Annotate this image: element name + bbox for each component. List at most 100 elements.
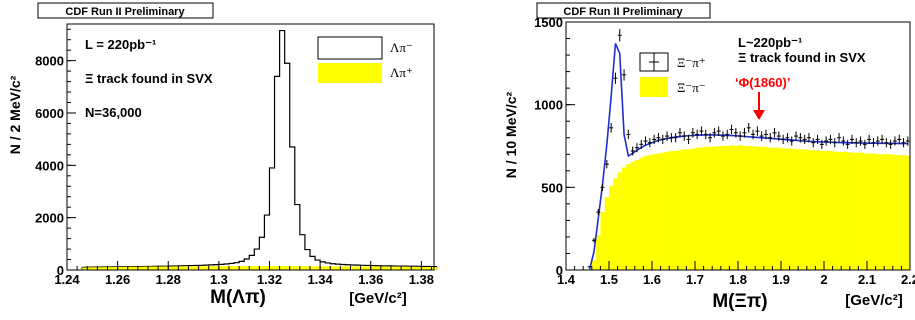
right-bar-Ξ⁻π⁻-20 xyxy=(673,150,679,270)
left-bar-Λπ⁺-4 xyxy=(102,267,108,270)
right-bar-Ξ⁻π⁻-65 xyxy=(867,153,872,270)
right-data-point-44 xyxy=(776,131,781,141)
right-data-point-11 xyxy=(634,143,639,153)
left-bar-Λπ⁺-62 xyxy=(396,266,402,270)
right-data-point-36 xyxy=(742,128,747,138)
left-bar-Λπ⁺-27 xyxy=(218,266,225,270)
right-bar-Ξ⁻π⁻-12 xyxy=(639,157,644,270)
right-data-point-64 xyxy=(862,139,867,149)
left-bar-Λπ⁺-14 xyxy=(153,266,159,270)
right-bar-Ξ⁻π⁻-5 xyxy=(609,185,614,270)
left-bar-Λπ⁺-5 xyxy=(107,267,113,270)
right-data-point-56 xyxy=(828,134,833,145)
right-y-tick-label: 1500 xyxy=(534,15,563,30)
right-bar-Ξ⁻π⁻-46 xyxy=(785,148,790,270)
right-data-point-68 xyxy=(880,134,885,145)
left-bar-Λπ⁺-36 xyxy=(264,266,270,270)
left-bar-Λπ⁺-48 xyxy=(325,266,331,270)
left-bar-Λπ⁺-65 xyxy=(411,266,417,270)
right-data-point-13 xyxy=(643,136,648,146)
left-bar-Λπ⁺-2 xyxy=(92,267,98,270)
left-bar-Λπ⁺-38 xyxy=(274,266,280,270)
right-data-point-58 xyxy=(837,133,842,143)
left-y-tick-label: 2000 xyxy=(35,211,64,226)
right-data-point-48 xyxy=(794,131,799,141)
left-y-axis-label: N / 2 MeV/c² xyxy=(7,75,23,154)
left-y-tick-label: 6000 xyxy=(35,106,64,121)
left-bar-Λπ⁺-53 xyxy=(350,266,356,270)
right-signal-label: ‘Φ(1860)’ xyxy=(735,75,790,90)
right-bar-Ξ⁻π⁻-2 xyxy=(596,235,601,270)
left-y-tick-label: 8000 xyxy=(35,54,64,69)
right-data-point-3 xyxy=(600,183,605,192)
left-legend-filled-swatch xyxy=(318,63,382,83)
left-bar-Λπ⁺-52 xyxy=(345,266,351,270)
right-data-point-40 xyxy=(759,131,764,141)
right-data-point-30 xyxy=(716,126,721,136)
left-bar-Λπ⁺-51 xyxy=(340,266,346,270)
right-data-point-60 xyxy=(845,139,850,149)
left-chart: CDF Run II Preliminary 1.24 1.26 1.28 1.3 1.… xyxy=(7,2,438,308)
left-bar-Λπ⁺-1 xyxy=(87,267,93,270)
left-x-tick-label: 1.32 xyxy=(257,272,282,287)
right-data-point-42 xyxy=(768,133,773,143)
right-bar-Ξ⁻π⁻-25 xyxy=(695,147,700,270)
left-x-tick-label: 1.26 xyxy=(105,272,130,287)
left-bar-Λπ⁺-66 xyxy=(416,266,422,270)
right-bar-Ξ⁻π⁻-33 xyxy=(729,145,734,270)
right-bar-Ξ⁻π⁻-9 xyxy=(626,164,631,270)
right-data-point-4 xyxy=(604,160,609,169)
left-bar-Λπ⁺-55 xyxy=(360,266,366,270)
right-bar-Ξ⁻π⁻-8 xyxy=(621,167,627,270)
right-bar-Ξ⁻π⁻-17 xyxy=(660,152,666,270)
right-data-point-41 xyxy=(763,129,768,140)
right-x-tick-label: 2 xyxy=(820,272,827,287)
left-bar-Λπ⁺-37 xyxy=(269,266,275,270)
left-banner: CDF Run II Preliminary xyxy=(65,6,185,18)
right-data-point-15 xyxy=(652,134,657,145)
right-signal-arrow xyxy=(753,92,765,120)
left-bar-Λπ⁺-9 xyxy=(127,266,134,270)
right-data-point-16 xyxy=(656,133,661,143)
right-data-point-49 xyxy=(798,133,803,143)
left-bar-Λπ⁺-3 xyxy=(97,267,103,270)
right-data-point-28 xyxy=(708,133,713,143)
right-bar-Ξ⁻π⁻-30 xyxy=(716,146,722,270)
left-bar-Λπ⁺-43 xyxy=(299,266,306,270)
right-data-point-71 xyxy=(892,136,897,146)
right-data-point-51 xyxy=(806,133,811,143)
right-bar-Ξ⁻π⁻-68 xyxy=(879,154,885,270)
left-bar-Λπ⁺-0 xyxy=(82,267,88,270)
right-bar-Ξ⁻π⁻-32 xyxy=(725,146,730,270)
right-bar-Ξ⁻π⁻-34 xyxy=(733,146,739,270)
right-data-point-32 xyxy=(725,129,730,140)
right-legend-filled-swatch xyxy=(640,77,668,97)
right-bar-Ξ⁻π⁻-50 xyxy=(802,149,808,270)
left-x-tick-label: 1.3 xyxy=(210,272,228,287)
right-banner-box xyxy=(536,2,711,19)
right-data-point-74 xyxy=(905,136,910,146)
right-data-point-5 xyxy=(609,122,614,133)
right-bar-Ξ⁻π⁻-56 xyxy=(828,150,833,270)
left-frame xyxy=(66,23,435,271)
right-bar-Ξ⁻π⁻-39 xyxy=(755,146,760,270)
right-data-point-61 xyxy=(849,134,854,145)
right-data-point-69 xyxy=(884,138,889,148)
right-x-axis-unit: [GeV/c²] xyxy=(845,292,903,309)
right-bar-Ξ⁻π⁻-47 xyxy=(789,148,795,270)
left-bar-Λπ⁺-28 xyxy=(223,266,230,270)
right-data-point-17 xyxy=(660,134,665,145)
right-bar-Ξ⁻π⁻-40 xyxy=(759,146,765,270)
right-bar-Ξ⁻π⁻-27 xyxy=(703,146,709,270)
left-bar-Λπ⁺-23 xyxy=(198,266,204,270)
right-bar-Ξ⁻π⁻-4 xyxy=(604,197,610,270)
right-bar-Ξ⁻π⁻-15 xyxy=(652,154,657,270)
left-bar-Λπ⁺-11 xyxy=(137,266,144,270)
right-x-tick-label: 1.6 xyxy=(643,272,661,287)
right-banner: CDF Run II Preliminary xyxy=(563,6,683,18)
right-x-tick-label: 2.1 xyxy=(858,272,876,287)
left-legend-open-swatch xyxy=(317,36,383,60)
left-x-tick-label: 1.28 xyxy=(156,272,181,287)
right-data-point-52 xyxy=(811,138,816,148)
right-bar-Ξ⁻π⁻-61 xyxy=(849,152,855,270)
